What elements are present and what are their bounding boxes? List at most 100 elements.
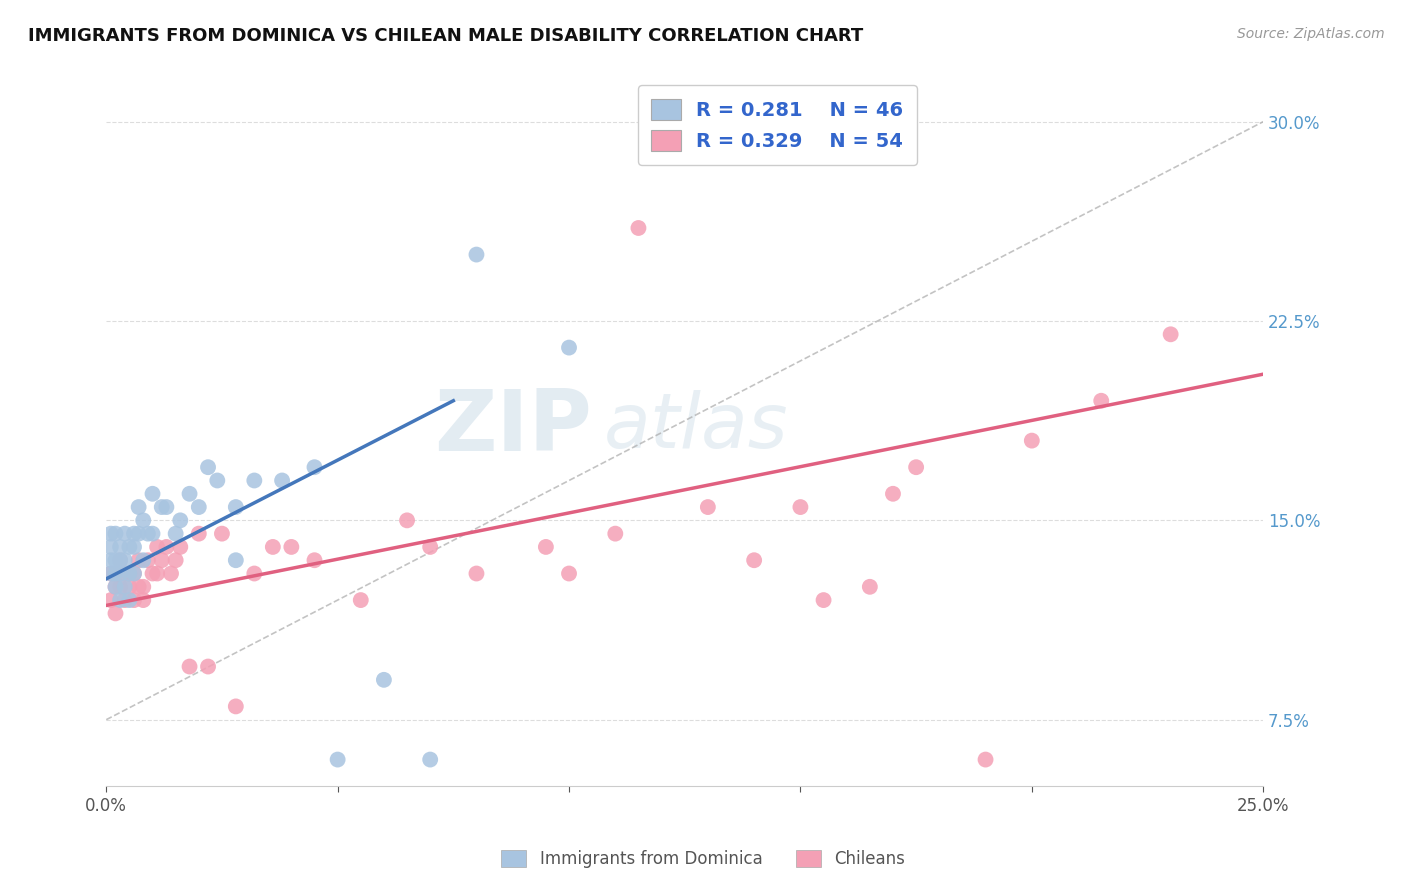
Legend: Immigrants from Dominica, Chileans: Immigrants from Dominica, Chileans [495,843,911,875]
Point [122,593,145,607]
Point [118,566,141,581]
Point [243,566,266,581]
Text: Source: ZipAtlas.com: Source: ZipAtlas.com [1237,27,1385,41]
Point [132,580,155,594]
Point [243,474,266,488]
Point [108,553,131,567]
Point [141,566,163,581]
Text: IMMIGRANTS FROM DOMINICA VS CHILEAN MALE DISABILITY CORRELATION CHART: IMMIGRANTS FROM DOMINICA VS CHILEAN MALE… [28,27,863,45]
Point [108,593,131,607]
Point [100,593,122,607]
Point [146,566,169,581]
Point [118,566,141,581]
Text: atlas: atlas [603,391,789,465]
Point [605,526,627,541]
Point [132,553,155,567]
Point [114,580,136,594]
Point [150,500,173,514]
Point [165,526,187,541]
Point [225,553,247,567]
Point [225,500,247,514]
Point [197,460,219,475]
Point [108,566,131,581]
Point [100,540,122,554]
Point [114,593,136,607]
Point [104,526,127,541]
Legend: R = 0.281    N = 46, R = 0.329    N = 54: R = 0.281 N = 46, R = 0.329 N = 54 [638,86,917,165]
Point [114,526,136,541]
Text: ZIP: ZIP [434,386,592,469]
Point [122,566,145,581]
Point [128,580,150,594]
Point [187,526,209,541]
Point [207,474,229,488]
Point [350,593,373,607]
Point [373,673,395,687]
Point [197,659,219,673]
Point [128,553,150,567]
Point [100,553,122,567]
Point [304,553,326,567]
Point [627,221,650,235]
Point [225,699,247,714]
Point [304,460,326,475]
Point [1090,393,1112,408]
Point [974,753,997,767]
Point [465,566,488,581]
Point [271,474,294,488]
Point [108,553,131,567]
Point [100,566,122,581]
Point [179,659,201,673]
Point [141,487,163,501]
Point [104,553,127,567]
Point [558,341,581,355]
Point [155,540,177,554]
Point [211,526,233,541]
Point [118,580,141,594]
Point [187,500,209,514]
Point [118,540,141,554]
Point [396,513,419,527]
Point [280,540,302,554]
Point [122,540,145,554]
Point [104,566,127,581]
Point [136,553,159,567]
Point [905,460,928,475]
Point [128,500,150,514]
Point [813,593,835,607]
Point [558,566,581,581]
Point [118,593,141,607]
Point [859,580,882,594]
Point [122,566,145,581]
Point [100,526,122,541]
Point [882,487,904,501]
Point [696,500,718,514]
Point [1160,327,1182,342]
Point [789,500,811,514]
Point [326,753,349,767]
Point [100,566,122,581]
Point [122,526,145,541]
Point [262,540,284,554]
Point [165,553,187,567]
Point [104,607,127,621]
Point [128,526,150,541]
Point [104,580,127,594]
Point [132,513,155,527]
Point [534,540,557,554]
Point [114,566,136,581]
Point [419,753,441,767]
Point [169,513,191,527]
Point [146,540,169,554]
Point [179,487,201,501]
Point [1021,434,1043,448]
Point [104,580,127,594]
Point [108,540,131,554]
Point [419,540,441,554]
Point [132,593,155,607]
Point [104,566,127,581]
Point [150,553,173,567]
Point [155,500,177,514]
Point [160,566,183,581]
Point [465,247,488,261]
